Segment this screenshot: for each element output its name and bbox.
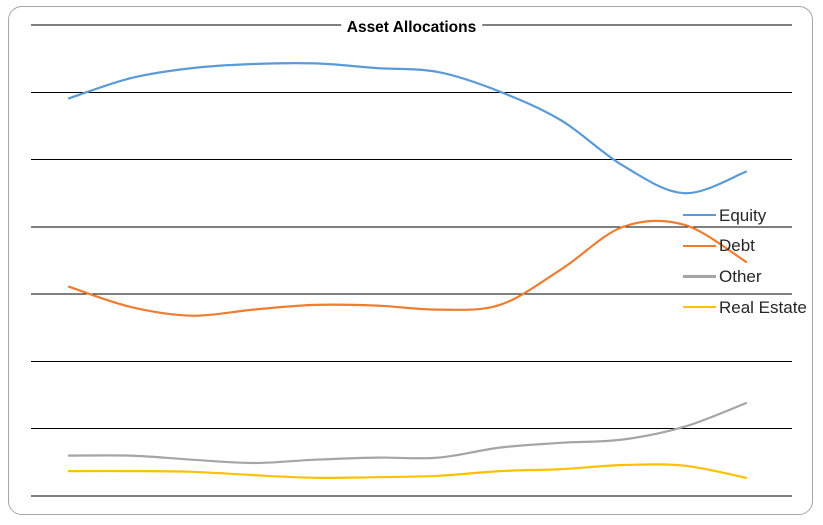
series-line-debt — [67, 219, 748, 317]
legend-item-real-estate[interactable]: Real Estate — [683, 292, 807, 323]
legend-label-equity: Equity — [719, 205, 767, 225]
chart-legend: Equity Debt Other Real Estate — [683, 200, 807, 322]
legend-swatch-debt — [683, 244, 716, 248]
series-line-other — [67, 402, 748, 465]
legend-item-other[interactable]: Other — [683, 261, 807, 292]
legend-label-real-estate: Real Estate — [719, 297, 807, 317]
legend-label-other: Other — [719, 266, 762, 286]
series-line-equity — [67, 61, 748, 195]
legend-item-debt[interactable]: Debt — [683, 231, 807, 262]
chart-frame[interactable] — [8, 6, 813, 515]
legend-label-debt: Debt — [719, 236, 755, 256]
legend-swatch-real-estate — [683, 305, 716, 309]
chart-title: Asset Allocations — [340, 19, 483, 37]
legend-swatch-equity — [683, 214, 716, 217]
legend-swatch-other — [683, 275, 716, 278]
series-line-real-estate — [67, 463, 748, 480]
legend-item-equity[interactable]: Equity — [683, 200, 807, 231]
